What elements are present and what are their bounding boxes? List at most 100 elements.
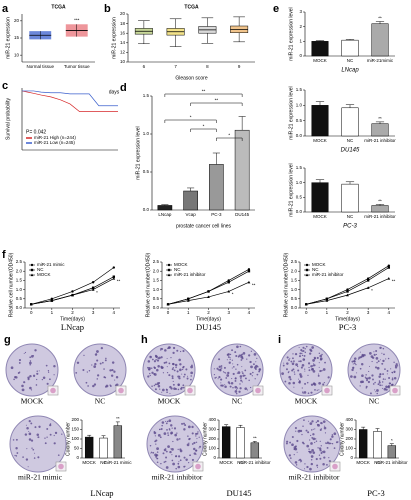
colony (221, 384, 224, 387)
colony (166, 357, 168, 359)
colony (15, 447, 18, 450)
point (29, 302, 33, 306)
colony (181, 368, 184, 371)
point (167, 273, 171, 277)
colony (293, 360, 295, 363)
colony (256, 357, 258, 359)
colony (302, 391, 304, 393)
colony (166, 371, 169, 374)
colony (305, 345, 308, 348)
colony (155, 455, 158, 458)
colony (34, 452, 36, 454)
colony (220, 378, 223, 381)
y-tick-label: 1.5 (143, 93, 150, 98)
colony (308, 448, 310, 450)
colony (93, 383, 97, 386)
colony (381, 384, 383, 386)
colony (359, 351, 361, 353)
point (91, 281, 95, 284)
colony (294, 461, 298, 464)
y-axis-label: Relative cell number(OD450) (145, 252, 151, 317)
y-tick-label: 400 (345, 417, 353, 422)
colony (161, 391, 163, 393)
colony (323, 456, 326, 459)
colony (175, 455, 178, 458)
significance: ** (378, 116, 382, 121)
colony (310, 383, 314, 386)
colony (375, 391, 377, 393)
x-tick-label: 6 (143, 64, 146, 69)
colony (171, 368, 174, 371)
colony (284, 380, 287, 383)
panel-letter: c (2, 80, 8, 92)
y-tick-label: 100 (71, 436, 79, 441)
colony (307, 362, 311, 365)
colony (239, 375, 243, 378)
colony (147, 375, 150, 378)
y-tick-label: 1.5 (153, 278, 160, 283)
plate-label: MOCK (158, 397, 181, 406)
colony (151, 385, 153, 387)
colony (156, 451, 159, 453)
colony (315, 440, 318, 442)
x-tick-label: 1 (51, 310, 54, 315)
cell-line-caption: PC-3 (343, 224, 357, 230)
colony (301, 352, 303, 355)
colony (223, 366, 226, 369)
colony (220, 382, 222, 384)
colony (227, 371, 230, 375)
colony (170, 431, 174, 435)
colony (360, 355, 363, 359)
colony (109, 384, 111, 386)
y-tick-label: 1 (299, 39, 302, 44)
colony (115, 376, 119, 379)
colony (233, 366, 235, 368)
colony (30, 439, 34, 442)
colony (186, 377, 189, 380)
y-tick-label: 10 (120, 59, 126, 64)
colony (213, 368, 215, 370)
colony (324, 361, 326, 364)
colony (214, 377, 217, 379)
colony (368, 365, 371, 367)
plate-label: NC (95, 397, 105, 406)
colony (293, 371, 295, 373)
legend-label: NC (312, 267, 319, 272)
colony (376, 389, 379, 392)
colony (12, 439, 15, 441)
colony (147, 360, 151, 363)
bar (221, 426, 231, 459)
colony (234, 380, 237, 382)
colony (172, 462, 175, 466)
colony (105, 357, 107, 360)
colony (365, 385, 368, 388)
colony (258, 370, 261, 373)
y-tick-label: 0.5 (296, 195, 303, 200)
colony (396, 365, 399, 367)
x-tick-label: 2 (346, 310, 349, 315)
colony (168, 428, 171, 430)
x-axis-label: Gleason score (175, 75, 207, 81)
colony (394, 364, 397, 367)
colony (178, 438, 181, 440)
colony (157, 357, 159, 359)
colony (299, 429, 303, 433)
x-tick-label: NC (374, 460, 381, 465)
x-tick-label: NC (237, 460, 244, 465)
colony (236, 389, 238, 391)
colony (177, 383, 180, 386)
colony (294, 445, 297, 448)
x-tick-label: 4 (248, 310, 251, 315)
colony (381, 352, 383, 354)
colony (114, 379, 116, 381)
colony (171, 377, 174, 380)
colony (161, 388, 165, 392)
y-tick-label: 1.5 (291, 278, 298, 283)
colony (301, 363, 305, 367)
colony (165, 456, 168, 459)
colony (191, 432, 194, 435)
colony (237, 371, 241, 375)
colony (224, 371, 226, 374)
y-axis-label: Colony number (339, 422, 345, 456)
colony (179, 368, 182, 372)
